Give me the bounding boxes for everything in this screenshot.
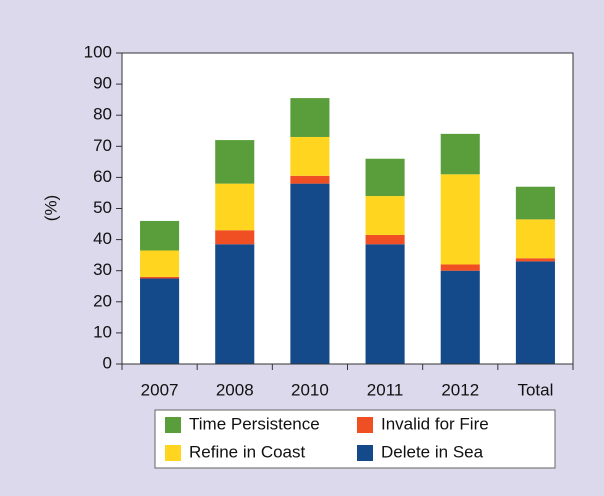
bar-segment — [290, 98, 330, 137]
x-tick-label: 2010 — [291, 380, 329, 399]
legend-label: Refine in Coast — [189, 442, 306, 461]
y-tick-label: 100 — [84, 42, 112, 61]
y-tick-label: 70 — [93, 136, 112, 155]
bar-segment — [140, 276, 180, 279]
legend — [154, 409, 556, 469]
y-tick-label: 50 — [93, 198, 112, 217]
legend-swatch — [357, 445, 373, 461]
bar-segment — [515, 261, 555, 364]
x-tick-label: 2012 — [441, 380, 479, 399]
legend-label: Time Persistence — [189, 414, 320, 433]
legend-label: Invalid for Fire — [381, 414, 489, 433]
bar-segment — [440, 174, 480, 265]
bar-segment — [140, 250, 180, 277]
y-tick-label: 80 — [93, 105, 112, 124]
plot-area — [122, 53, 573, 364]
bar-segment — [215, 244, 255, 364]
legend-swatch — [357, 417, 373, 433]
y-tick-label: 10 — [93, 322, 112, 341]
y-tick-label: 60 — [93, 167, 112, 186]
bar-segment — [215, 230, 255, 245]
y-tick-label: 20 — [93, 291, 112, 310]
bar-segment — [515, 258, 555, 262]
bar-segment — [365, 244, 405, 364]
x-tick-label: Total — [517, 380, 553, 399]
bar-segment — [515, 186, 555, 220]
bar-segment — [365, 158, 405, 197]
bar-segment — [140, 278, 180, 364]
plot-frame — [121, 52, 574, 365]
y-axis-label: (%) — [41, 195, 60, 221]
bar-segment — [440, 133, 480, 175]
bar-segment — [440, 270, 480, 364]
y-tick-label: 0 — [103, 353, 112, 372]
bar-segment — [215, 140, 255, 184]
legend-swatch — [165, 417, 181, 433]
bar-segment — [290, 183, 330, 364]
y-tick-label: 90 — [93, 74, 112, 93]
bar-segment — [215, 183, 255, 231]
bar-segment — [290, 175, 330, 184]
x-tick-label: 2011 — [367, 380, 404, 399]
legend-swatch — [165, 445, 181, 461]
bar-segment — [290, 136, 330, 176]
legend-label: Delete in Sea — [381, 442, 484, 461]
y-tick-label: 40 — [93, 229, 112, 248]
bar-segment — [440, 264, 480, 271]
bar-segment — [140, 220, 180, 251]
bar-segment — [515, 219, 555, 259]
x-tick-label: 2007 — [141, 380, 179, 399]
bar-segment — [365, 234, 405, 245]
y-tick-label: 30 — [93, 260, 112, 279]
bar-segment — [365, 196, 405, 235]
x-tick-label: 2008 — [216, 380, 254, 399]
